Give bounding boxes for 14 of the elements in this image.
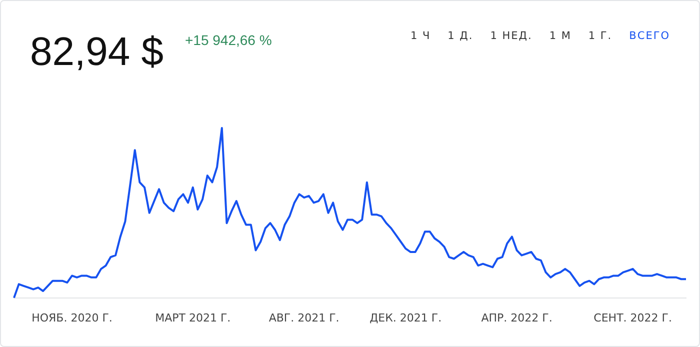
text: 1 НЕД. <box>490 30 532 42</box>
text: 1 Г. <box>588 30 612 42</box>
x-tick-label: МАРТ 2021 Г. <box>155 311 231 324</box>
chart-title: 82,94 $ <box>30 30 164 75</box>
x-tick-label: ДЕК. 2021 Г. <box>370 311 442 324</box>
x-tick-label: СЕНТ. 2022 Г. <box>594 311 672 324</box>
x-tick-label: НОЯБ. 2020 Г. <box>32 311 112 324</box>
chart-subtitle: +15 942,66 % <box>185 32 272 48</box>
text: ВСЕГО <box>629 30 670 42</box>
text: 1 М <box>549 30 572 42</box>
x-tick-label: АВГ. 2021 Г. <box>268 311 340 324</box>
text: 1 Д. <box>448 30 474 42</box>
text: 1 Ч <box>410 30 431 42</box>
x-tick-label: АПР. 2022 Г. <box>481 311 552 324</box>
